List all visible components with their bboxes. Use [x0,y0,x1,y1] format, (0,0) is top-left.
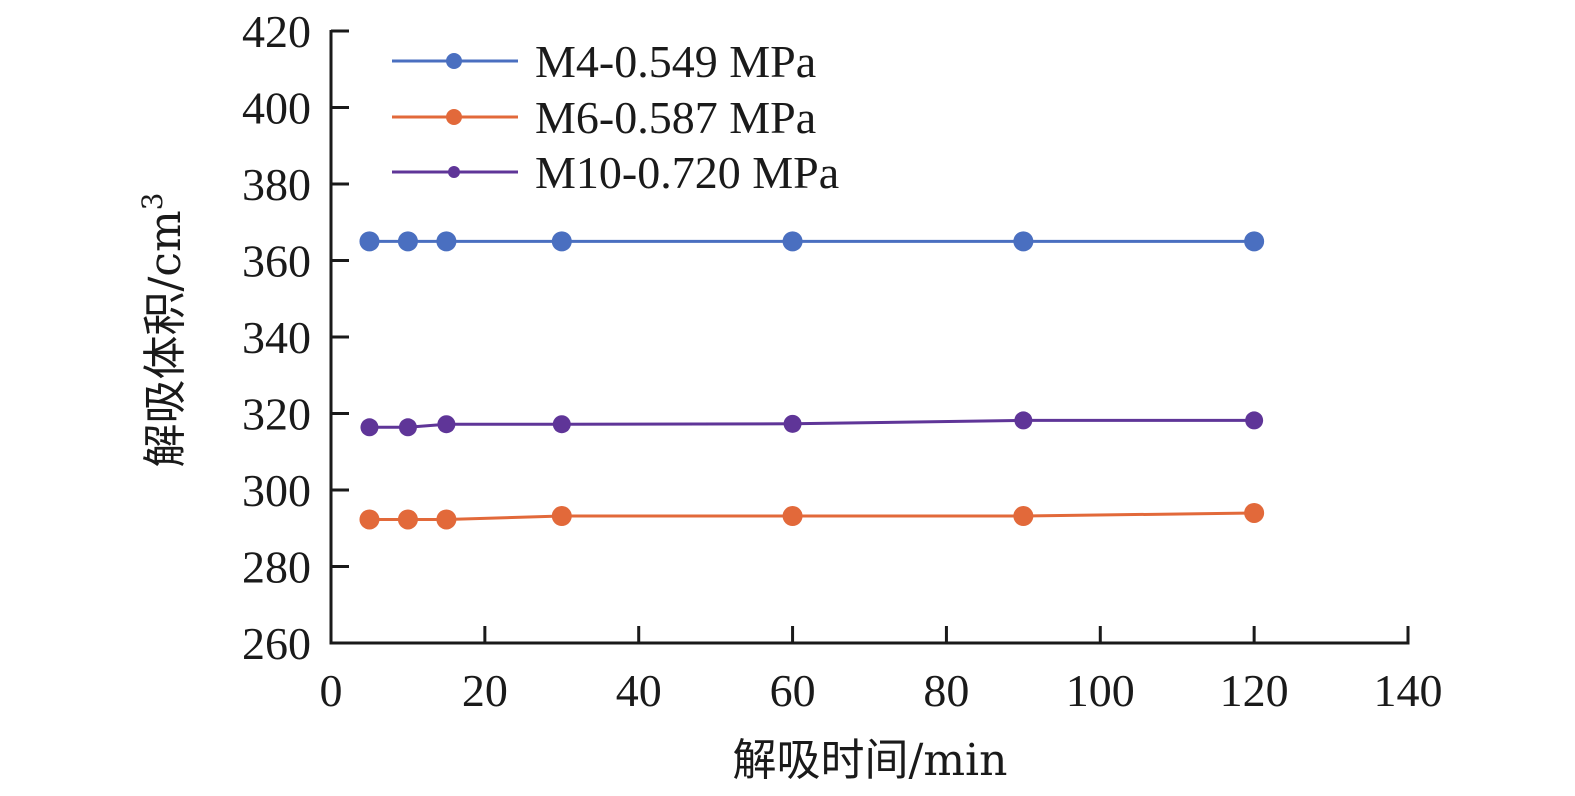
series-1 [359,502,1265,530]
y-axis-title: 解吸体积/cm3 [136,192,191,467]
y-tick-label: 280 [242,542,311,593]
data-point [398,418,417,437]
data-point [1244,502,1265,523]
x-tick-label: 120 [1220,665,1289,716]
legend-label: M10-0.720 MPa [535,147,839,198]
y-tick-label: 420 [242,6,311,57]
series-0 [359,231,1265,252]
x-tick-label: 0 [320,665,343,716]
y-tick-label: 320 [242,389,311,440]
legend-marker [446,109,462,125]
y-tick-label: 260 [242,618,311,669]
data-point [397,231,418,252]
y-axis-title-text: 解吸体积/cm [140,210,191,467]
data-point [436,509,457,530]
y-tick-label: 360 [242,236,311,287]
x-tick-label: 80 [923,665,969,716]
x-tick-label: 60 [770,665,816,716]
series-line [369,418,1255,429]
data-point [1245,411,1264,430]
legend-marker [448,166,460,178]
axes: 260 280 300 320 340 360 380 400 420 0 20 40 60 80 100 1… [242,6,1443,716]
data-point [436,231,457,252]
legend-item: M10-0.720 MPa [392,147,839,198]
y-tick-label: 300 [242,465,311,516]
y-axis-title-superscript: 3 [136,192,169,210]
data-point [397,509,418,530]
y-tick-label: 400 [242,83,311,134]
data-point [782,506,803,527]
data-point [551,231,572,252]
data-point [1013,506,1034,527]
series-line [369,511,1255,521]
data-point [1013,231,1034,252]
data-point [360,418,379,437]
data-point [359,231,380,252]
x-tick-label: 140 [1374,665,1443,716]
x-tick-label: 100 [1066,665,1135,716]
data-point [1244,231,1265,252]
y-tick-label: 340 [242,312,311,363]
legend-label: M4-0.549 MPa [535,36,816,87]
data-point [551,506,572,527]
legend-label: M6-0.587 MPa [535,92,816,143]
data-point [1014,411,1033,430]
x-axis-title: 解吸时间/min [733,735,1008,786]
series-2 [360,411,1264,437]
data-point [437,415,456,434]
legend-item: M4-0.549 MPa [392,36,816,87]
legend-item: M6-0.587 MPa [392,92,816,143]
data-point [783,414,802,433]
data-point [782,231,803,252]
x-tick-label: 40 [616,665,662,716]
series-layer [359,231,1265,530]
legend-marker [446,53,462,69]
data-point [552,415,571,434]
x-tick-label: 20 [462,665,508,716]
data-point [359,509,380,530]
y-tick-label: 380 [242,159,311,210]
